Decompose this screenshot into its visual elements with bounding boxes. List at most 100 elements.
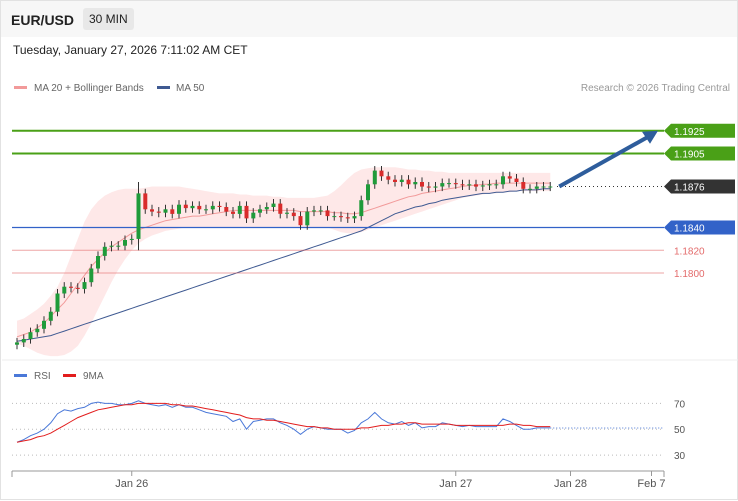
timeframe-badge[interactable]: 30 MIN [83,8,134,30]
candle-body [426,186,431,188]
candle-body [177,204,181,214]
candle-body [298,216,303,226]
price-level-label: 1.1800 [674,269,705,280]
candle-body [89,268,94,283]
rsi-level-label: 30 [674,451,686,462]
time-axis-label: Jan 28 [554,478,587,490]
rsi-legend-label: RSI [34,371,51,382]
candle-body [136,193,141,239]
candle-body [21,339,26,343]
candle-body [453,183,458,185]
price-tag-support [664,220,735,235]
candle-body [102,246,107,256]
candle-body [285,212,289,214]
candle-body [109,245,114,247]
candle-body [379,170,384,177]
chart-timestamp: Tuesday, January 27, 2026 7:11:02 AM CET [13,43,248,57]
candle-body [352,216,357,219]
ma50-legend-swatch [157,86,170,89]
candle-body [264,207,269,210]
candle-body [251,212,256,219]
price-tag-current [664,179,735,194]
candle-body [507,176,512,179]
price-level-label: 1.1925 [674,127,705,138]
ma20-legend-label: MA 20 + Bollinger Bands [34,83,144,94]
candle-body [224,207,229,212]
candle-body [359,200,364,217]
projection-arrow [558,130,658,189]
candle-body [480,185,485,187]
candle-body [399,179,404,182]
candle-body [197,205,202,210]
candle-body [271,203,276,207]
candle-body [528,188,532,190]
candle-body [521,182,526,189]
chart-header: EUR/USD 30 MIN [1,1,737,37]
candle-body [123,240,127,246]
candle-body [170,209,175,214]
candle-body [345,217,350,219]
price-level-label: 1.1840 [674,224,705,235]
rsi-legend-swatch [14,374,27,377]
candle-body [332,216,337,218]
candle-body [190,205,195,209]
rsi-level-label: 50 [674,425,686,436]
projection-arrow-head [642,130,658,144]
candle-body [96,256,100,269]
candle-body [42,320,46,329]
ma50-legend-label: MA 50 [176,83,205,94]
candle-body [237,205,242,214]
candle-body [420,182,424,187]
price-level-label: 1.1820 [674,246,705,257]
candle-body [413,182,418,185]
candle-body [204,209,208,211]
price-level-tags: 1.1925 1.1905 1.1876 1.1840 1.1820 1.1800 [664,123,735,280]
candle-body [150,209,154,212]
candle-body [62,286,67,294]
candle-body [278,203,283,214]
candle-body [548,186,553,188]
rsi-panel: 70 50 30 [12,399,686,462]
candle-body [433,186,438,188]
candle-body [217,205,222,207]
candle-body [163,209,168,213]
candle-body [474,184,478,187]
rsi-line [16,400,551,443]
candle-body [460,184,465,186]
candle-body [406,179,411,185]
price-levels [12,129,664,274]
candle-body [35,328,40,333]
time-axis-label: Jan 27 [439,478,472,490]
candle-body [372,170,377,185]
candle-body [82,282,87,289]
candle-body [501,176,505,185]
candle-body [386,176,391,180]
candle-body [440,183,445,187]
rsi-level-label: 70 [674,399,686,410]
candle-body [55,293,60,312]
candle-body [15,342,19,345]
symbol-label: EUR/USD [11,12,75,28]
candle-body [393,179,397,182]
candle-body [312,210,316,212]
price-level-label: 1.1876 [674,183,705,194]
ma20-legend-swatch [14,86,27,89]
bollinger-band [17,167,551,357]
candlesticks [15,166,553,350]
projection-arrow-shaft [558,134,651,189]
candle-body [534,186,539,189]
candle-body [339,216,343,218]
research-credit: Research © 2026 Trading Central [581,83,730,94]
candle-body [183,204,188,209]
ma50-line [16,188,551,342]
time-axis-label: Feb 7 [637,478,665,490]
candle-body [210,205,215,210]
bollinger-band-area [17,167,551,357]
candle-body [514,178,519,182]
candle-body [116,245,121,247]
candle-body [28,332,33,339]
price-level-label: 1.1905 [674,150,705,161]
candle-body [487,184,492,186]
